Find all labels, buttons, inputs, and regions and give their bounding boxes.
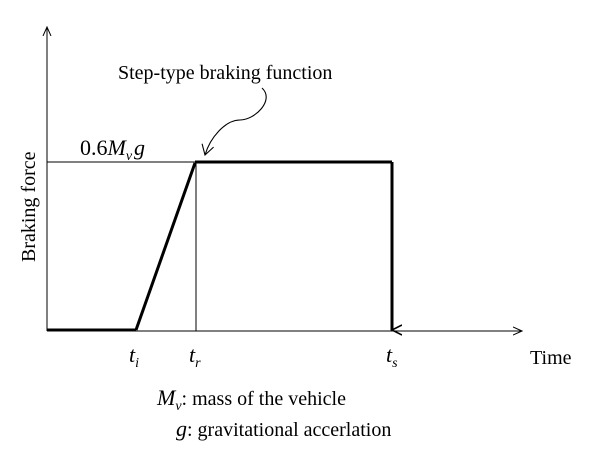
- annotation-pointer-arrow: [201, 87, 267, 157]
- tick-label-ti: ti: [129, 342, 139, 371]
- legend-mass: Mv: mass of the vehicle: [156, 385, 346, 414]
- x-axis-label: Time: [530, 347, 572, 369]
- y-axis-label: Braking force: [18, 151, 40, 262]
- annotation-label: Step-type braking function: [118, 62, 332, 84]
- level-label: 0.6Mvg: [80, 135, 145, 164]
- tick-label-tr: tr: [189, 342, 201, 371]
- legend-gravity: g: gravitational accerlation: [176, 416, 391, 441]
- braking-ramp-segment: [134, 162, 197, 331]
- tick-label-ts: ts: [386, 342, 398, 371]
